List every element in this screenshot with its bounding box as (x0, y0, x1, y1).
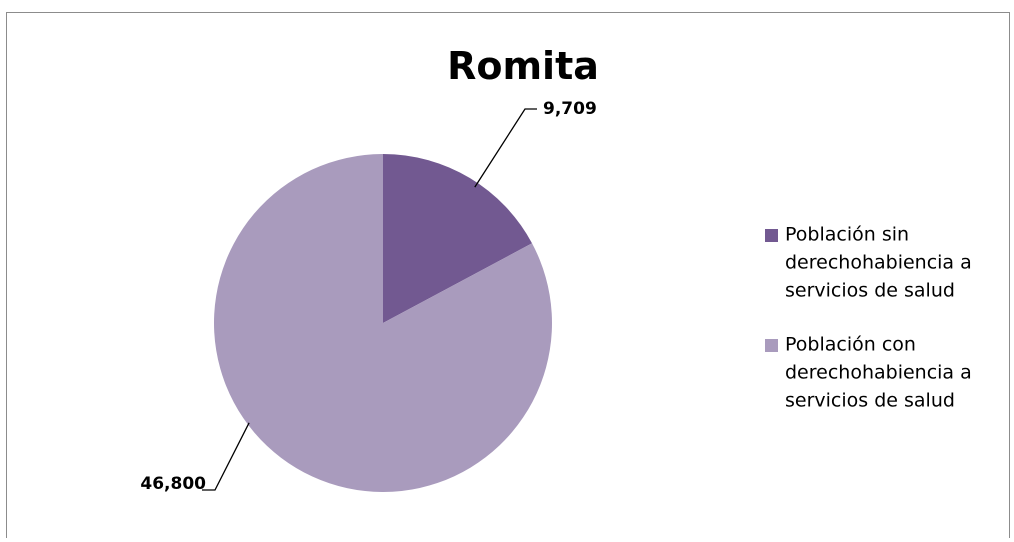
leader-line-1 (474, 108, 537, 188)
data-label-1: 9,709 (543, 99, 597, 119)
data-labels: 9,709 46,800 (140, 99, 596, 494)
leader-lines (202, 108, 537, 491)
pie-slice-2 (213, 154, 552, 492)
legend-entry-1: Población sin derechohabiencia a servicios… (765, 224, 972, 302)
pie-slice-1 (383, 154, 533, 323)
legend: Población sin derechohabiencia a servicios… (765, 224, 972, 412)
legend-swatch-1 (765, 229, 778, 242)
legend-swatch-2 (765, 339, 778, 352)
legend-label-1: Población sin derechohabiencia a servicios… (785, 224, 972, 302)
chart-frame: Romita 9,709 46,800 Población sin derechoh… (6, 12, 1010, 538)
pie-chart: Romita 9,709 46,800 Población sin derechoh… (140, 44, 972, 494)
pie-slices (213, 154, 552, 492)
legend-entry-2: Población con derechohabiencia a servicios… (765, 334, 972, 412)
chart-title: Romita (447, 44, 599, 88)
data-label-2: 46,800 (140, 474, 206, 494)
legend-label-2: Población con derechohabiencia a servicios… (785, 334, 972, 412)
leader-line-2 (202, 422, 250, 491)
